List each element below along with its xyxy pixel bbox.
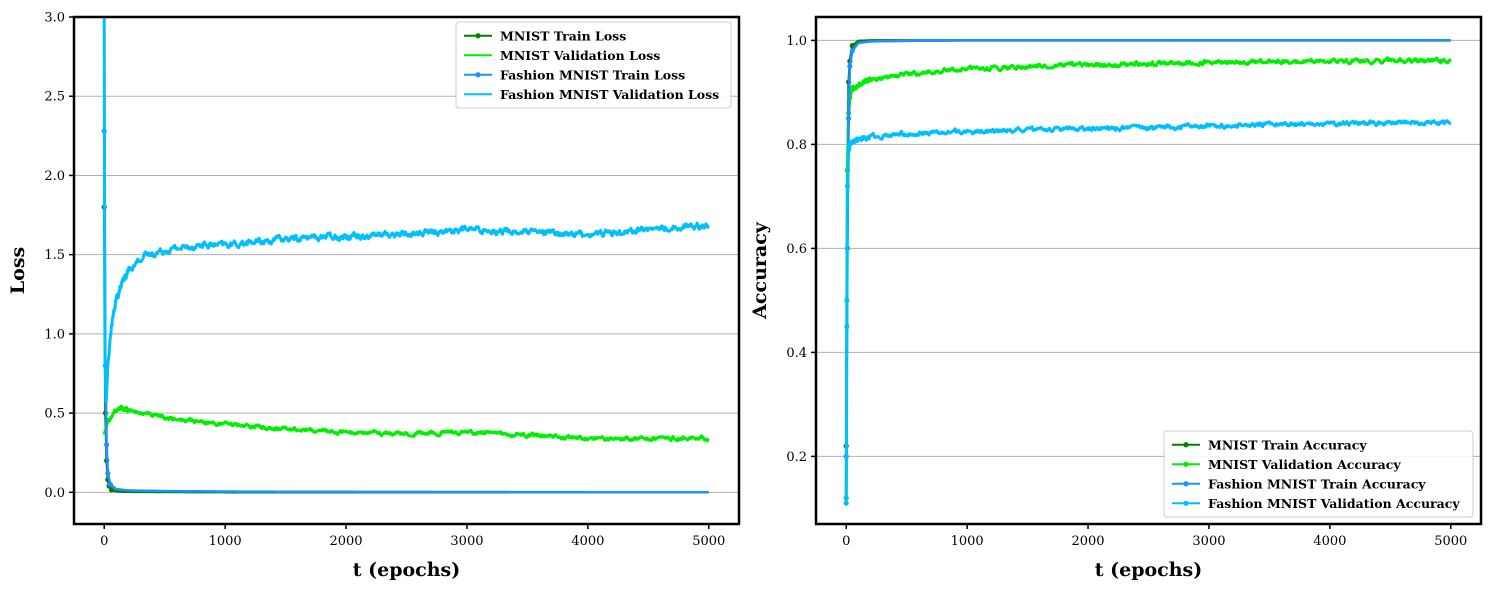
x-tick-label: 5000 — [692, 534, 725, 549]
y-axis-label: Accuracy — [749, 221, 771, 320]
x-tick-label: 0 — [842, 534, 850, 549]
y-tick-label: 1.5 — [44, 248, 65, 263]
plot-area — [843, 39, 1452, 506]
y-axis-label: Loss — [7, 247, 29, 294]
series-point — [846, 147, 852, 153]
x-tick-label: 3000 — [450, 534, 483, 549]
series-line-0 — [844, 39, 1452, 447]
axes-frame — [814, 15, 1483, 526]
series-point — [846, 115, 852, 121]
series-line-2 — [844, 39, 1452, 457]
series-point — [849, 43, 855, 49]
legend-label: Fashion MNIST Validation Loss — [500, 87, 719, 102]
series-point — [849, 48, 855, 54]
x-tick-label: 3000 — [1192, 534, 1225, 549]
y-tick-label: 0.2 — [786, 450, 807, 465]
legend-label: MNIST Train Loss — [500, 28, 626, 43]
plot-area — [101, 18, 710, 494]
y-tick-label: 3.0 — [44, 11, 65, 26]
y-tick-label: 2.0 — [44, 169, 65, 184]
legend-label: MNIST Train Accuracy — [1208, 437, 1367, 452]
x-tick-label: 0 — [100, 534, 108, 549]
legend-label: Fashion MNIST Train Loss — [500, 67, 685, 82]
y-tick-label: 0.8 — [786, 138, 807, 153]
legend: MNIST Train Loss MNIST Validation Loss Fas… — [455, 21, 732, 109]
legend-marker — [475, 33, 481, 39]
x-tick-label: 1000 — [951, 534, 984, 549]
series-point — [849, 87, 855, 93]
legend-label: Fashion MNIST Validation Accuracy — [1208, 496, 1460, 511]
series-point — [844, 323, 850, 329]
series-line-3 — [844, 119, 1452, 504]
series-point — [843, 500, 849, 506]
y-tick-label: 2.5 — [44, 90, 65, 105]
x-tick-label: 5000 — [1434, 534, 1467, 549]
series-point — [105, 470, 111, 476]
series-point — [108, 487, 115, 493]
series-line-1 — [844, 56, 1452, 499]
y-tick-label: 0.0 — [44, 486, 65, 501]
loss-chart: 0 1000 2000 3000 4000 5000 0.0 0.5 1.0 1.5 2.0 2.5 3… — [7, 11, 741, 581]
series-line-1 — [102, 404, 710, 443]
legend-box — [455, 21, 732, 109]
y-tick-label: 1.0 — [786, 34, 807, 49]
x-tick-label: 4000 — [1313, 534, 1346, 549]
legend: MNIST Train Accuracy MNIST Validation Acc… — [1163, 430, 1474, 518]
legend-marker — [1183, 500, 1189, 506]
x-tick-label: 4000 — [571, 534, 604, 549]
legend-label: Fashion MNIST Train Accuracy — [1208, 476, 1426, 491]
legend-marker — [1183, 461, 1189, 467]
series-point — [107, 481, 113, 487]
series-line-3 — [102, 18, 710, 404]
series-point — [847, 63, 853, 69]
y-tick-label: 1.0 — [44, 327, 65, 342]
series-line-2 — [102, 131, 710, 494]
y-tick-label: 0.6 — [786, 242, 807, 257]
legend-marker — [475, 72, 481, 78]
x-axis-label: t (epochs) — [353, 559, 461, 581]
y-tick-label: 0.5 — [44, 407, 65, 422]
legend-box — [1163, 430, 1474, 518]
y-tick-label: 0.4 — [786, 346, 807, 361]
legend-label: MNIST Validation Loss — [500, 48, 660, 63]
legend-label: MNIST Validation Accuracy — [1208, 457, 1401, 472]
series-point — [849, 139, 855, 145]
x-axis-label: t (epochs) — [1095, 559, 1203, 581]
x-tick-label: 1000 — [209, 534, 242, 549]
x-tick-label: 2000 — [1071, 534, 1104, 549]
accuracy-chart: 0 1000 2000 3000 4000 5000 0.2 0.4 0.6 0.8 1.0 t (e… — [749, 15, 1483, 581]
legend-marker — [1183, 442, 1189, 448]
axes-frame — [72, 15, 741, 526]
x-tick-label: 2000 — [329, 534, 362, 549]
legend-marker — [1183, 481, 1189, 487]
series-point — [104, 442, 110, 448]
series-point — [844, 183, 851, 189]
